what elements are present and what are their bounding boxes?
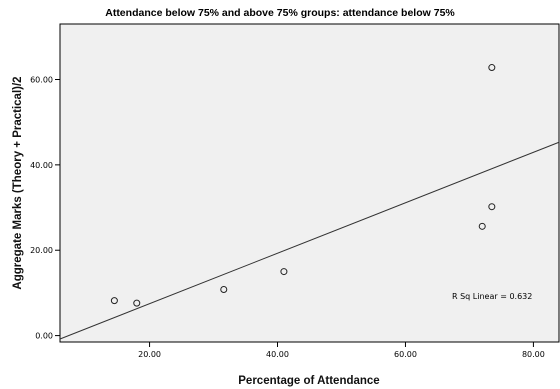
scatter-point: [280, 268, 288, 276]
y-tick-label: 60.00: [30, 75, 53, 84]
scatter-point: [220, 285, 228, 293]
scatter-point: [133, 299, 141, 307]
r-squared-label: R Sq Linear = 0.632: [452, 292, 532, 301]
y-axis-label: Aggregate Marks (Theory + Practical)/2: [12, 76, 24, 289]
x-axis-ticks: 20.00 40.00 60.00 80.00: [138, 342, 545, 359]
scatter-point: [488, 64, 496, 72]
x-tick-label: 60.00: [394, 350, 417, 359]
regression-line: [59, 141, 560, 340]
x-tick-label: 40.00: [266, 350, 289, 359]
x-tick-label: 80.00: [522, 350, 545, 359]
x-axis-label: Percentage of Attendance: [238, 375, 379, 387]
scatter-point: [478, 222, 486, 230]
y-tick-label: 40.00: [30, 161, 53, 170]
scatter-point: [488, 203, 496, 211]
y-tick-label: 0.00: [35, 332, 53, 341]
y-axis-ticks: 0.00 20.00 40.00 60.00: [30, 75, 60, 341]
y-tick-label: 20.00: [30, 246, 53, 255]
x-tick-label: 20.00: [138, 350, 161, 359]
data-points: [110, 64, 496, 307]
scatter-point: [110, 297, 118, 305]
chart-title: Attendance below 75% and above 75% group…: [105, 7, 455, 19]
plot-area: [59, 23, 560, 343]
